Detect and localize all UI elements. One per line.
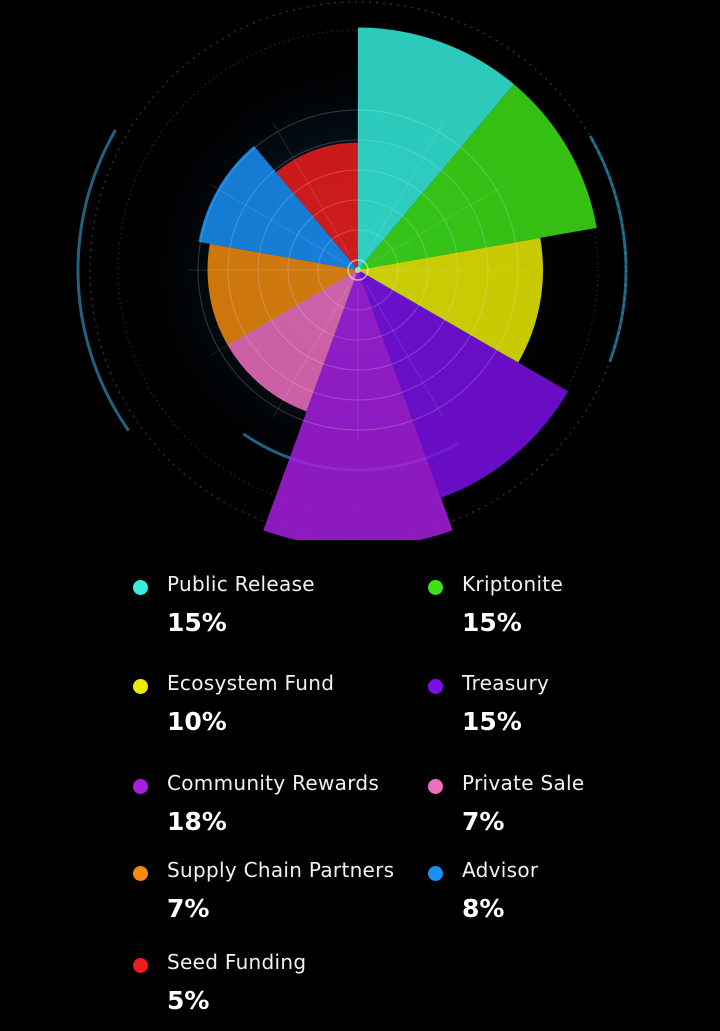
hud-spoke [272, 285, 350, 418]
legend-value: 5% [167, 986, 210, 1015]
legend-item: Private Sale 7% [428, 771, 708, 841]
legend-item: Ecosystem Fund 10% [133, 671, 413, 741]
legend-value: 15% [167, 608, 227, 637]
hud-spoke [373, 278, 506, 356]
legend-item: Kriptonite 15% [428, 572, 708, 642]
legend-value: 8% [462, 894, 505, 923]
hud-ring [227, 139, 489, 401]
legend-label: Public Release [167, 572, 315, 596]
hud-center [355, 267, 361, 273]
legend-label: Community Rewards [167, 771, 380, 795]
hud-ring [317, 229, 399, 311]
legend-label: Private Sale [462, 771, 585, 795]
legend-swatch [133, 580, 148, 595]
legend-value: 15% [462, 608, 522, 637]
polar-area-chart [76, 1, 628, 540]
legend-value: 18% [167, 807, 227, 836]
pie-slice [207, 243, 358, 346]
legend-swatch [428, 679, 443, 694]
legend-item: Seed Funding 5% [133, 950, 413, 1020]
hud-spoke [210, 278, 343, 356]
legend-item: Public Release 15% [133, 572, 413, 642]
hud-overlay [188, 100, 528, 440]
pie-slice [358, 237, 544, 363]
hud-arc [588, 135, 628, 363]
hud-spoke [366, 285, 444, 418]
hud-ring [197, 109, 519, 431]
legend-value: 10% [167, 707, 227, 736]
legend-swatch [428, 779, 443, 794]
legend-item: Community Rewards 18% [133, 771, 413, 841]
legend-label: Advisor [462, 858, 539, 882]
legend-label: Ecosystem Fund [167, 671, 335, 695]
legend-value: 7% [167, 894, 210, 923]
legend-item: Supply Chain Partners 7% [133, 858, 413, 928]
legend-value: 15% [462, 707, 522, 736]
legend-value: 7% [462, 807, 505, 836]
pie-slice [227, 270, 358, 412]
legend-item: Treasury 15% [428, 671, 708, 741]
legend-item: Advisor 8% [428, 858, 708, 928]
hud-spoke [366, 122, 444, 255]
pie-slice [276, 142, 358, 270]
legend-label: Seed Funding [167, 950, 307, 974]
hud-ring [287, 199, 429, 341]
legend-swatch [133, 779, 148, 794]
legend-swatch [133, 866, 148, 881]
pie-slice [263, 270, 453, 540]
hud-spoke [272, 122, 350, 255]
hud-ring [257, 169, 459, 371]
legend-label: Supply Chain Partners [167, 858, 395, 882]
pie-slice [358, 27, 514, 270]
legend-swatch [428, 580, 443, 595]
hud-spoke [373, 184, 506, 262]
legend-label: Treasury [462, 671, 550, 695]
pie-slice [358, 84, 597, 270]
chart-slices [198, 27, 597, 540]
pie-slice [198, 145, 358, 270]
hud-arc [76, 129, 130, 432]
legend-swatch [133, 679, 148, 694]
legend-swatch [133, 958, 148, 973]
hud-spoke [210, 184, 343, 262]
legend-label: Kriptonite [462, 572, 564, 596]
hud-center [347, 259, 369, 281]
pie-slice [358, 270, 568, 498]
legend-swatch [428, 866, 443, 881]
